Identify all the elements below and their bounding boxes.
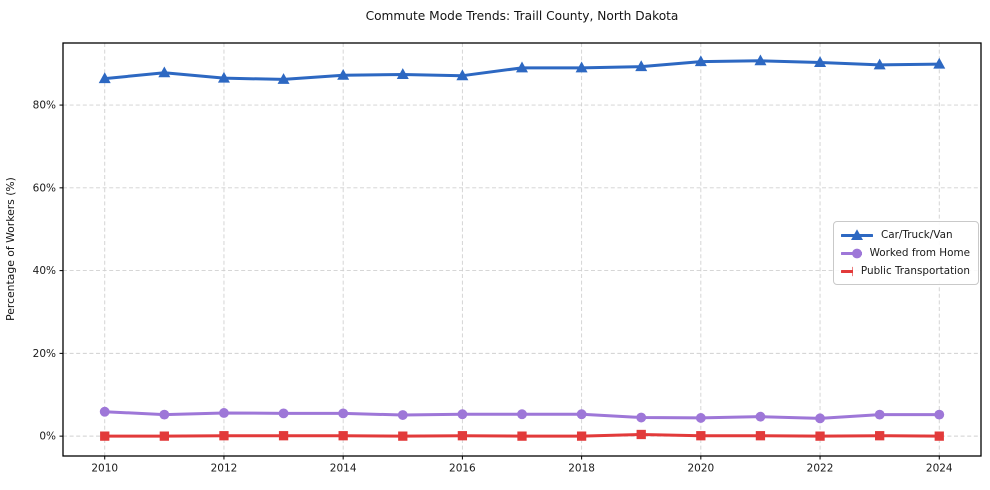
- triangle-marker-icon: [841, 228, 873, 240]
- series-public-transportation: [100, 429, 944, 441]
- data-point-marker: [457, 409, 468, 420]
- x-tick-label: 2010: [91, 463, 118, 475]
- legend-marker: [851, 228, 863, 240]
- data-point-marker: [754, 54, 767, 66]
- legend-marker: [852, 266, 853, 276]
- legend-entry-public-transportation: Public Transportation: [841, 264, 970, 278]
- data-point-marker: [815, 413, 825, 424]
- data-point-marker: [815, 431, 825, 441]
- data-point-marker: [934, 431, 944, 441]
- data-point-marker: [278, 408, 289, 419]
- data-point-marker: [875, 431, 885, 441]
- data-point-marker: [575, 61, 588, 73]
- plot-frame: [62, 42, 982, 457]
- data-point-marker: [696, 431, 706, 441]
- square-marker-icon: [841, 266, 853, 276]
- legend-entry-worked-from-home: Worked from Home: [841, 246, 970, 260]
- data-point-marker: [338, 431, 348, 441]
- x-tick-label: 2022: [807, 463, 834, 475]
- y-tick-label: 40%: [33, 265, 56, 277]
- data-point-marker: [398, 431, 408, 441]
- data-point-marker: [396, 68, 409, 79]
- x-tick-label: 2024: [926, 463, 953, 475]
- data-point-marker: [456, 69, 469, 81]
- data-point-marker: [755, 431, 766, 441]
- data-point-marker: [576, 409, 587, 420]
- legend-entry-car-truck-van: Car/Truck/Van: [841, 228, 970, 242]
- y-axis-label: Percentage of Workers (%): [4, 177, 17, 321]
- data-point-marker: [695, 412, 706, 423]
- data-point-marker: [933, 57, 946, 69]
- data-point-marker: [278, 431, 289, 441]
- gridlines: [63, 43, 981, 456]
- chart-title: Commute Mode Trends: Traill County, Nort…: [366, 9, 679, 23]
- x-tick-label: 2018: [568, 463, 595, 475]
- data-point-marker: [217, 71, 230, 83]
- y-tick-label: 80%: [33, 100, 56, 112]
- data-point-marker: [158, 66, 171, 78]
- x-tick-label: 2012: [211, 463, 238, 475]
- series-worked-from-home: [99, 406, 945, 424]
- data-point-marker: [338, 408, 349, 419]
- data-point-marker: [219, 408, 229, 418]
- y-tick-label: 20%: [33, 348, 56, 360]
- data-point-marker: [159, 431, 169, 441]
- legend-marker: [852, 248, 862, 258]
- data-point-marker: [814, 56, 827, 67]
- legend-label: Worked from Home: [869, 247, 970, 259]
- data-point-marker: [397, 410, 408, 420]
- y-tick-label: 60%: [33, 182, 56, 194]
- circle-marker-icon: [841, 248, 862, 258]
- series-layer: [98, 54, 946, 441]
- data-point-marker: [219, 431, 229, 441]
- legend-label: Car/Truck/Van: [881, 229, 953, 241]
- data-point-marker: [98, 72, 111, 84]
- axis-ticks: 2010 2012 2014 2016 2018 2020 2022 2024 0% 20% 40%…: [33, 100, 953, 475]
- data-point-marker: [99, 406, 110, 417]
- x-tick-label: 2016: [449, 463, 476, 475]
- data-point-marker: [516, 61, 528, 73]
- data-point-marker: [517, 431, 527, 441]
- data-point-marker: [636, 412, 647, 423]
- data-point-marker: [337, 68, 350, 80]
- legend-label: Public Transportation: [860, 265, 970, 277]
- data-point-marker: [517, 409, 527, 420]
- data-point-marker: [694, 55, 707, 67]
- data-point-marker: [635, 60, 648, 72]
- y-tick-label: 0%: [39, 431, 56, 443]
- data-point-marker: [100, 431, 110, 441]
- data-point-marker: [755, 411, 766, 422]
- data-point-marker: [277, 73, 290, 84]
- legend: Car/Truck/Van Worked from Home Public Tran…: [833, 221, 979, 285]
- series-car-truck-van: [98, 54, 946, 84]
- data-point-marker: [934, 409, 945, 420]
- data-point-marker: [576, 431, 587, 441]
- data-point-marker: [874, 409, 885, 420]
- x-tick-label: 2014: [330, 463, 357, 475]
- data-point-marker: [457, 431, 468, 441]
- data-point-marker: [159, 409, 170, 420]
- x-tick-label: 2020: [687, 463, 714, 475]
- data-point-marker: [873, 58, 886, 70]
- data-point-marker: [636, 429, 646, 440]
